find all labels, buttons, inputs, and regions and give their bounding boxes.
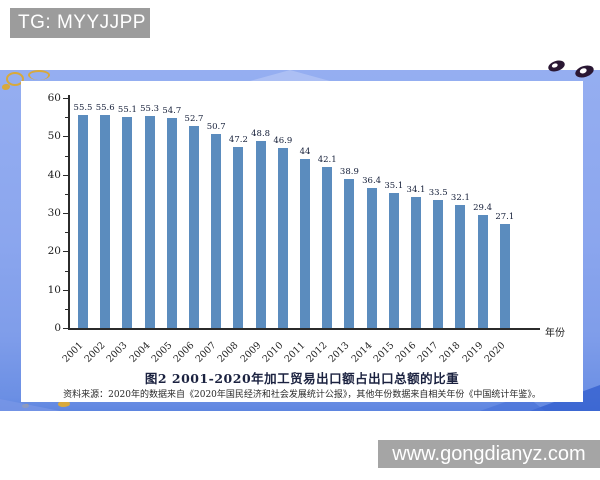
y-tick-label: 10 (47, 283, 61, 296)
y-tick (65, 270, 68, 272)
gold-ornament (6, 72, 24, 86)
tag-box: TG: MYYJJPP (10, 8, 150, 38)
chart-panel: 年份 图2 2001-2020年加工贸易出口额占出口总额的比重 资料来源：202… (21, 81, 583, 402)
y-tick (63, 213, 68, 214)
bar-value-label: 46.9 (273, 136, 293, 147)
watermark-bar: www.gongdianyz.com (378, 440, 600, 468)
tag-label: TG: MYYJJPP (18, 12, 146, 33)
y-tick-label: 50 (47, 130, 61, 143)
y-tick-label: 60 (47, 92, 61, 104)
bar-2014 (366, 188, 377, 328)
bar-2017 (433, 199, 444, 328)
bar-value-label: 29.4 (473, 203, 493, 214)
bar-2002 (100, 114, 111, 328)
cutoff-glyph-hole (551, 62, 559, 69)
y-tick-label: 20 (47, 245, 61, 258)
bar-value-label: 55.6 (95, 102, 115, 113)
y-tick-label: 40 (47, 168, 61, 181)
bar-2008 (233, 147, 244, 328)
bar-value-label: 44 (299, 147, 311, 158)
bar-2004 (144, 116, 155, 328)
gold-ornament (2, 84, 10, 90)
y-tick (65, 117, 68, 119)
bar-2009 (255, 140, 266, 328)
x-axis-line (68, 328, 540, 330)
y-tick (63, 251, 68, 253)
gold-ornament (58, 401, 70, 407)
y-tick (63, 136, 68, 138)
cutoff-glyph-hole (579, 67, 588, 75)
bar-value-label: 54.7 (162, 106, 182, 117)
y-tick (65, 155, 68, 157)
bar-value-label: 42.1 (317, 154, 337, 165)
bar-value-label: 36.4 (362, 176, 382, 187)
bar-2003 (122, 116, 133, 328)
bar-2005 (166, 118, 177, 328)
x-axis-unit-label: 年份 (545, 328, 565, 339)
bar-value-label: 33.5 (428, 187, 448, 198)
y-axis-line (68, 95, 70, 329)
chart-source-note: 资料来源：2020年的数据来自《2020年国民经济和社会发展统计公报》，其他年份… (63, 390, 541, 400)
y-tick-label: 0 (54, 322, 61, 334)
bar-value-label: 32.1 (450, 192, 470, 203)
bar-value-label: 27.1 (495, 212, 515, 223)
chart-title: 图2 2001-2020年加工贸易出口额占出口总额的比重 (144, 371, 460, 386)
bar-2018 (455, 204, 466, 328)
bar-value-label: 55.3 (140, 104, 160, 115)
bar-value-label: 50.7 (206, 121, 226, 132)
y-tick (63, 174, 68, 176)
y-tick (65, 232, 68, 234)
gold-ornament (28, 70, 50, 80)
y-tick (65, 308, 68, 310)
watermark-label: www.gongdianyz.com (392, 442, 586, 465)
bar-2016 (411, 197, 421, 328)
bar-2013 (344, 178, 355, 328)
bar-value-label: 55.5 (73, 103, 93, 114)
bar-value-label: 38.9 (339, 166, 359, 177)
y-tick (63, 289, 68, 291)
bar-2011 (300, 159, 310, 328)
bar-value-label: 47.2 (228, 135, 248, 146)
bar-value-label: 48.8 (251, 128, 271, 139)
y-tick (63, 328, 68, 329)
bar-2001 (78, 115, 88, 328)
decor-triangle (250, 70, 330, 81)
y-tick (65, 193, 68, 195)
bar-value-label: 34.1 (406, 185, 426, 196)
bar-2006 (189, 125, 199, 328)
bar-2012 (322, 166, 333, 328)
bar-2019 (477, 215, 488, 328)
bar-2007 (211, 133, 222, 328)
y-tick-label: 30 (47, 207, 61, 219)
bar-value-label: 35.1 (384, 181, 404, 192)
decor-dark-triangle (0, 399, 60, 411)
bar-2020 (499, 224, 510, 328)
bar-value-label: 52.7 (184, 113, 204, 124)
bar-2010 (277, 148, 288, 328)
y-tick (63, 98, 68, 99)
bar-value-label: 55.1 (117, 104, 137, 115)
bar-2015 (388, 193, 399, 328)
